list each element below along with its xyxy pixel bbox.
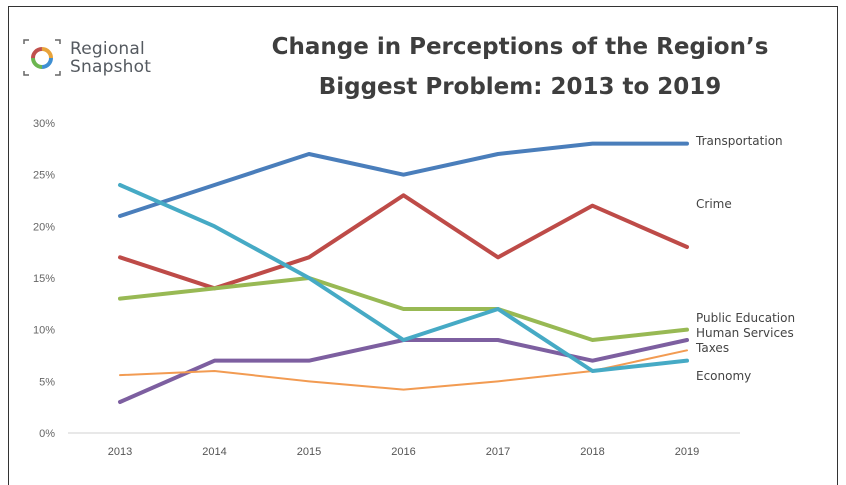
- series-label: Taxes: [695, 341, 729, 355]
- series-line: [118, 276, 689, 342]
- x-tick-label: 2015: [297, 446, 321, 458]
- x-tick-label: 2017: [486, 446, 510, 458]
- x-tick-label: 2018: [580, 446, 604, 458]
- x-tick-label: 2019: [675, 446, 699, 458]
- series-label: Human Services: [696, 326, 794, 340]
- y-tick-label: 25%: [33, 170, 55, 182]
- chart-title: Change in Perceptions of the Region’s Bi…: [240, 27, 800, 107]
- chart-frame: [8, 6, 838, 485]
- y-tick-label: 10%: [33, 325, 55, 337]
- logo-text-line2: Snapshot: [70, 57, 152, 77]
- y-tick-label: 20%: [33, 221, 55, 233]
- series-line: [118, 183, 689, 373]
- chart-title-line1: Change in Perceptions of the Region’s: [271, 34, 769, 60]
- y-tick-label: 15%: [33, 273, 55, 285]
- regional-snapshot-logo: Regional Snapshot: [20, 38, 151, 78]
- x-tick-label: 2016: [391, 446, 415, 458]
- y-tick-label: 0%: [39, 428, 55, 440]
- series-label: Public Education: [696, 311, 795, 325]
- y-tick-label: 5%: [39, 376, 55, 388]
- chart-title-line2: Biggest Problem: 2013 to 2019: [318, 74, 722, 100]
- x-tick-label: 2014: [202, 446, 226, 458]
- logo-text-line1: Regional: [70, 39, 145, 59]
- series-line: [118, 193, 689, 291]
- y-tick-label: 30%: [33, 118, 55, 130]
- series-label: Economy: [696, 369, 751, 383]
- series-line: [118, 141, 689, 218]
- logo-mark-icon: [20, 38, 64, 78]
- series-label: Crime: [696, 197, 732, 211]
- x-tick-label: 2013: [108, 446, 132, 458]
- series-label: Transportation: [695, 134, 783, 148]
